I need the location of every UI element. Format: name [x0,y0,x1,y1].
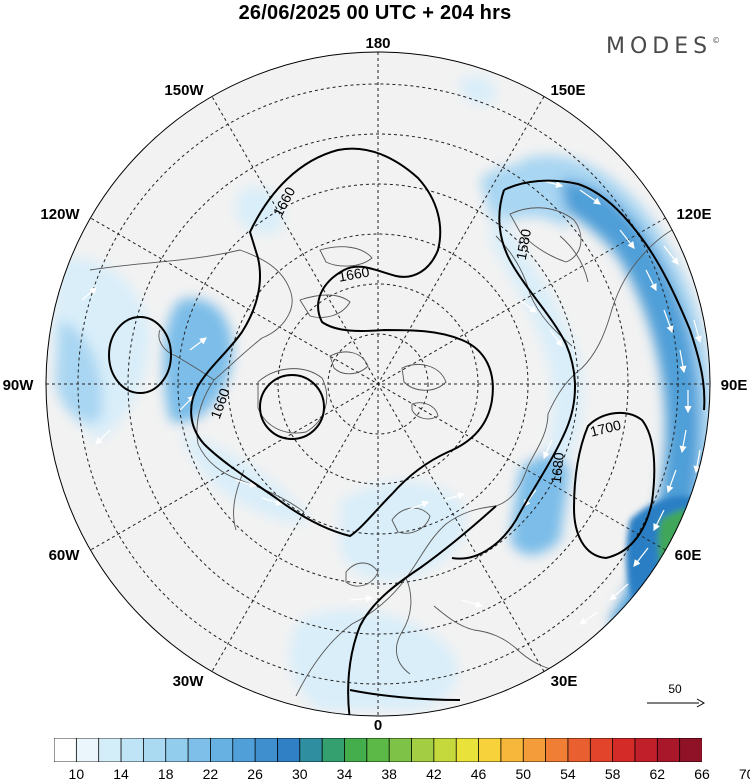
colorbar-tick-label: 70 [738,766,750,782]
contour-label: 1680 [548,451,567,484]
colorbar [54,738,702,762]
colorbar-swatch [589,738,614,762]
colorbar-tick-label: 14 [113,766,129,782]
colorbar-swatch [500,738,524,762]
colorbar-swatch [232,738,256,762]
reference-vector-label: 50 [668,682,682,696]
lon-label-150w: 150W [164,82,204,99]
brand-name: MODES [606,34,713,59]
colorbar-swatch [455,738,480,762]
reference-arrow-icon [647,698,706,708]
colorbar-swatch [478,738,502,762]
lon-label-30w: 30W [173,673,205,690]
colorbar-swatch [612,738,636,762]
colorbar-tick-label: 26 [247,766,263,782]
lon-label-90w: 90W [3,377,35,394]
colorbar-tick-label: 58 [604,766,621,782]
contour-label: 1580 [513,227,534,261]
colorbar-swatch [187,738,212,762]
colorbar-swatch [54,738,78,762]
lon-label-150e: 150E [550,82,585,99]
lon-label-180: 180 [365,35,390,52]
colorbar-swatch [679,738,702,762]
map-title: 26/06/2025 00 UTC + 204 hrs [238,2,512,24]
colorbar-swatch [411,738,435,762]
colorbar-swatch [142,738,167,762]
lon-label-120w: 120W [40,206,80,223]
colorbar-swatch [634,738,659,762]
map-boundary [45,51,711,717]
colorbar-swatch [567,738,591,762]
lon-label-60e: 60E [675,547,702,564]
colorbar-tick-label: 54 [560,766,576,782]
lon-label-60w: 60W [49,547,81,564]
colorbar-swatch [366,738,390,762]
colorbar-swatch [254,738,279,762]
colorbar-tick-label: 66 [694,766,710,782]
colorbar-swatch [433,738,457,762]
colorbar-tick-label: 62 [649,766,666,782]
colorbar-swatch [165,738,189,762]
contour-labels: 1660 1660 1660 1580 1680 1700 [207,184,623,484]
contour-label: 1700 [588,417,622,440]
colorbar-swatch [299,738,323,762]
coastlines [89,207,681,697]
colorbar-swatch [545,738,569,762]
colorbar-tick-label: 10 [68,766,85,782]
copyright-mark: © [712,36,721,45]
colorbar-swatch [98,738,122,762]
colorbar-labels: 10 14 18 22 26 30 34 38 42 46 50 54 58 62 66 70 [0,766,750,782]
contour-label: 1660 [337,263,371,284]
brand-logo: MODES© [606,34,720,59]
colorbar-swatch [210,738,234,762]
colorbar-swatch [344,738,368,762]
colorbar-swatch [522,738,547,762]
colorbar-swatch [656,738,681,762]
colorbar-swatch [388,738,413,762]
graticule [46,52,710,716]
colorbar-tick-label: 18 [157,766,174,782]
colorbar-swatch [120,738,145,762]
colorbar-tick-label: 42 [426,766,442,782]
polar-map: 1660 1660 1660 1580 1680 1700 180 150E 1… [3,35,748,734]
colorbar-tick-label: 50 [515,766,532,782]
colorbar-tick-label: 38 [381,766,397,782]
lon-label-30e: 30E [551,673,578,690]
colorbar-swatch [75,738,100,762]
longitude-labels: 180 150E 120E 90E 60E 30E 0 30W 60W 90W … [3,35,748,734]
reference-vector: 50 [645,682,707,712]
colorbar-tick-label: 22 [202,766,219,782]
colorbar-swatch [277,738,301,762]
lon-label-120e: 120E [676,206,711,223]
geopotential-contours [108,147,706,716]
lon-label-0: 0 [374,717,382,734]
lon-label-90e: 90E [721,377,748,394]
colorbar-swatch [321,738,346,762]
colorbar-tick-label: 34 [336,766,353,782]
colorbar-tick-label: 46 [470,766,487,782]
colorbar-tick-label: 30 [291,766,308,782]
